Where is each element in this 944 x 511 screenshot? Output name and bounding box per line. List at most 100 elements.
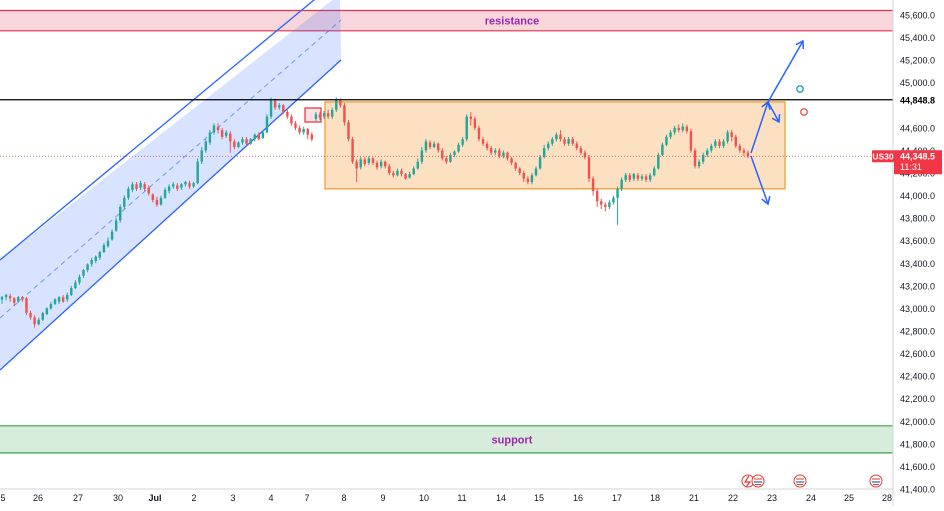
candle-body <box>710 145 713 151</box>
zone-support <box>0 425 893 453</box>
candle-body <box>118 206 122 221</box>
candle-body <box>379 161 383 167</box>
lightning-icon <box>743 475 752 488</box>
us-flag-icon <box>869 474 883 488</box>
price-tick-label: 45,400.0 <box>900 33 935 43</box>
projection-arrow <box>750 155 769 205</box>
candle-body <box>538 157 542 169</box>
candle-body <box>555 134 558 140</box>
projection-arrow <box>767 101 780 123</box>
candle-body <box>706 150 709 155</box>
time-tick-label: 4 <box>268 493 273 503</box>
price-tick-label: 43,400.0 <box>900 259 935 269</box>
icons-layer <box>741 85 883 488</box>
candle-body <box>180 184 183 188</box>
channel-fill <box>0 0 341 370</box>
price-tick-label: 41,600.0 <box>900 462 935 472</box>
marked-level-label: 44,848.8 <box>900 95 935 105</box>
candle-body <box>489 148 493 153</box>
candle-body <box>551 139 554 144</box>
candle-body <box>330 109 334 117</box>
candle-body <box>583 152 587 158</box>
candle-body <box>563 139 566 144</box>
time-tick-label: 28 <box>882 493 892 503</box>
candle-body <box>587 157 591 179</box>
channel-layer <box>0 0 342 371</box>
candle-body <box>282 105 285 113</box>
projection-arrowhead <box>795 39 805 50</box>
candle-body <box>351 139 354 162</box>
candle-body <box>412 168 415 175</box>
price-tick-label: 41,800.0 <box>900 439 935 449</box>
price-tick-label: 45,600.0 <box>900 11 935 21</box>
candle-body <box>0 297 4 300</box>
candle-body <box>61 297 65 302</box>
candle-body <box>322 113 326 117</box>
candle-body <box>273 100 277 108</box>
candle-body <box>726 132 729 142</box>
candle-body <box>208 132 212 143</box>
candle-body <box>640 176 644 179</box>
time-tick-label: 11 <box>457 493 466 503</box>
candle-body <box>359 159 362 168</box>
candle-body <box>441 150 444 159</box>
candle-body <box>693 150 697 167</box>
candle-body <box>383 161 387 167</box>
candle-body <box>571 139 574 144</box>
candle-body <box>518 168 521 173</box>
candle-body <box>408 174 411 178</box>
candle-body <box>139 183 142 188</box>
projection-arrow <box>750 101 769 154</box>
candle-body <box>17 297 20 302</box>
marked-level-tag <box>894 92 942 107</box>
candle-body <box>481 139 485 144</box>
price-tick-label: 42,800.0 <box>900 327 935 337</box>
candle-body <box>196 161 199 184</box>
countdown-label: 11:31 <box>900 162 922 172</box>
candle-body <box>151 194 155 201</box>
candle-body <box>469 116 473 119</box>
candle-body <box>86 264 89 271</box>
candle-body <box>465 116 468 140</box>
candle-body <box>432 143 436 148</box>
candle-body <box>624 175 627 180</box>
time-tick-label: 18 <box>650 493 660 503</box>
candle-body <box>163 189 167 198</box>
candle-body <box>644 176 648 180</box>
candle-body <box>37 319 40 325</box>
candle-body <box>233 141 236 148</box>
time-tick-label: 7 <box>304 493 309 503</box>
candle-body <box>534 168 538 176</box>
candle-body <box>400 170 403 175</box>
candle-body <box>167 186 171 192</box>
candle-body <box>290 116 293 124</box>
candle-body <box>371 158 375 163</box>
candle-body <box>8 296 12 299</box>
candle-body <box>620 179 623 189</box>
candle-body <box>697 161 701 167</box>
us-flag-icon <box>793 474 807 488</box>
candle-body <box>355 161 358 169</box>
candle-body <box>689 131 693 151</box>
time-tick-label: 24 <box>806 493 816 503</box>
candle-body <box>286 112 289 117</box>
candle-body <box>131 184 134 190</box>
channel-mid-line <box>0 19 342 319</box>
candle-body <box>277 105 281 108</box>
candle-body <box>224 132 228 136</box>
price-tick-label: 41,400.0 <box>900 485 935 495</box>
candle-body <box>449 154 452 162</box>
candle-body <box>559 134 562 140</box>
candle-body <box>632 174 636 179</box>
candle-body <box>302 128 305 133</box>
candle-body <box>335 99 338 110</box>
candle-body <box>636 175 640 179</box>
symbol-tag <box>872 150 894 163</box>
candle-body <box>237 142 240 148</box>
candle-body <box>339 100 342 106</box>
candle-body <box>184 182 187 185</box>
candle-body <box>326 113 330 117</box>
zone-label: resistance <box>485 16 539 28</box>
